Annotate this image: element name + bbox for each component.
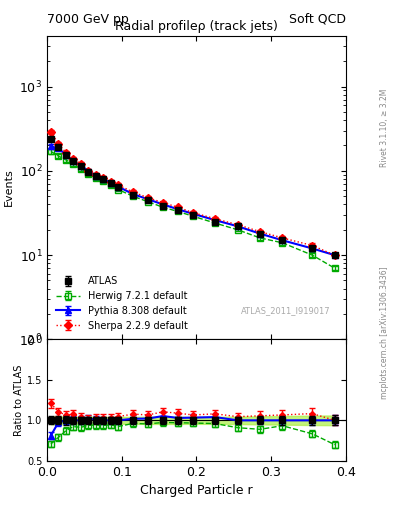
Y-axis label: Ratio to ATLAS: Ratio to ATLAS	[14, 365, 24, 436]
X-axis label: Charged Particle r: Charged Particle r	[140, 484, 253, 497]
Text: ATLAS_2011_I919017: ATLAS_2011_I919017	[241, 306, 331, 315]
Text: Rivet 3.1.10, ≥ 3.2M: Rivet 3.1.10, ≥ 3.2M	[380, 89, 389, 167]
Text: 7000 GeV pp: 7000 GeV pp	[47, 13, 129, 26]
Text: mcplots.cern.ch [arXiv:1306.3436]: mcplots.cern.ch [arXiv:1306.3436]	[380, 266, 389, 399]
Legend: ATLAS, Herwig 7.2.1 default, Pythia 8.308 default, Sherpa 2.2.9 default: ATLAS, Herwig 7.2.1 default, Pythia 8.30…	[52, 272, 192, 334]
Y-axis label: Events: Events	[4, 169, 14, 206]
Text: Soft QCD: Soft QCD	[289, 13, 346, 26]
Title: Radial profileρ (track jets): Radial profileρ (track jets)	[115, 20, 278, 33]
